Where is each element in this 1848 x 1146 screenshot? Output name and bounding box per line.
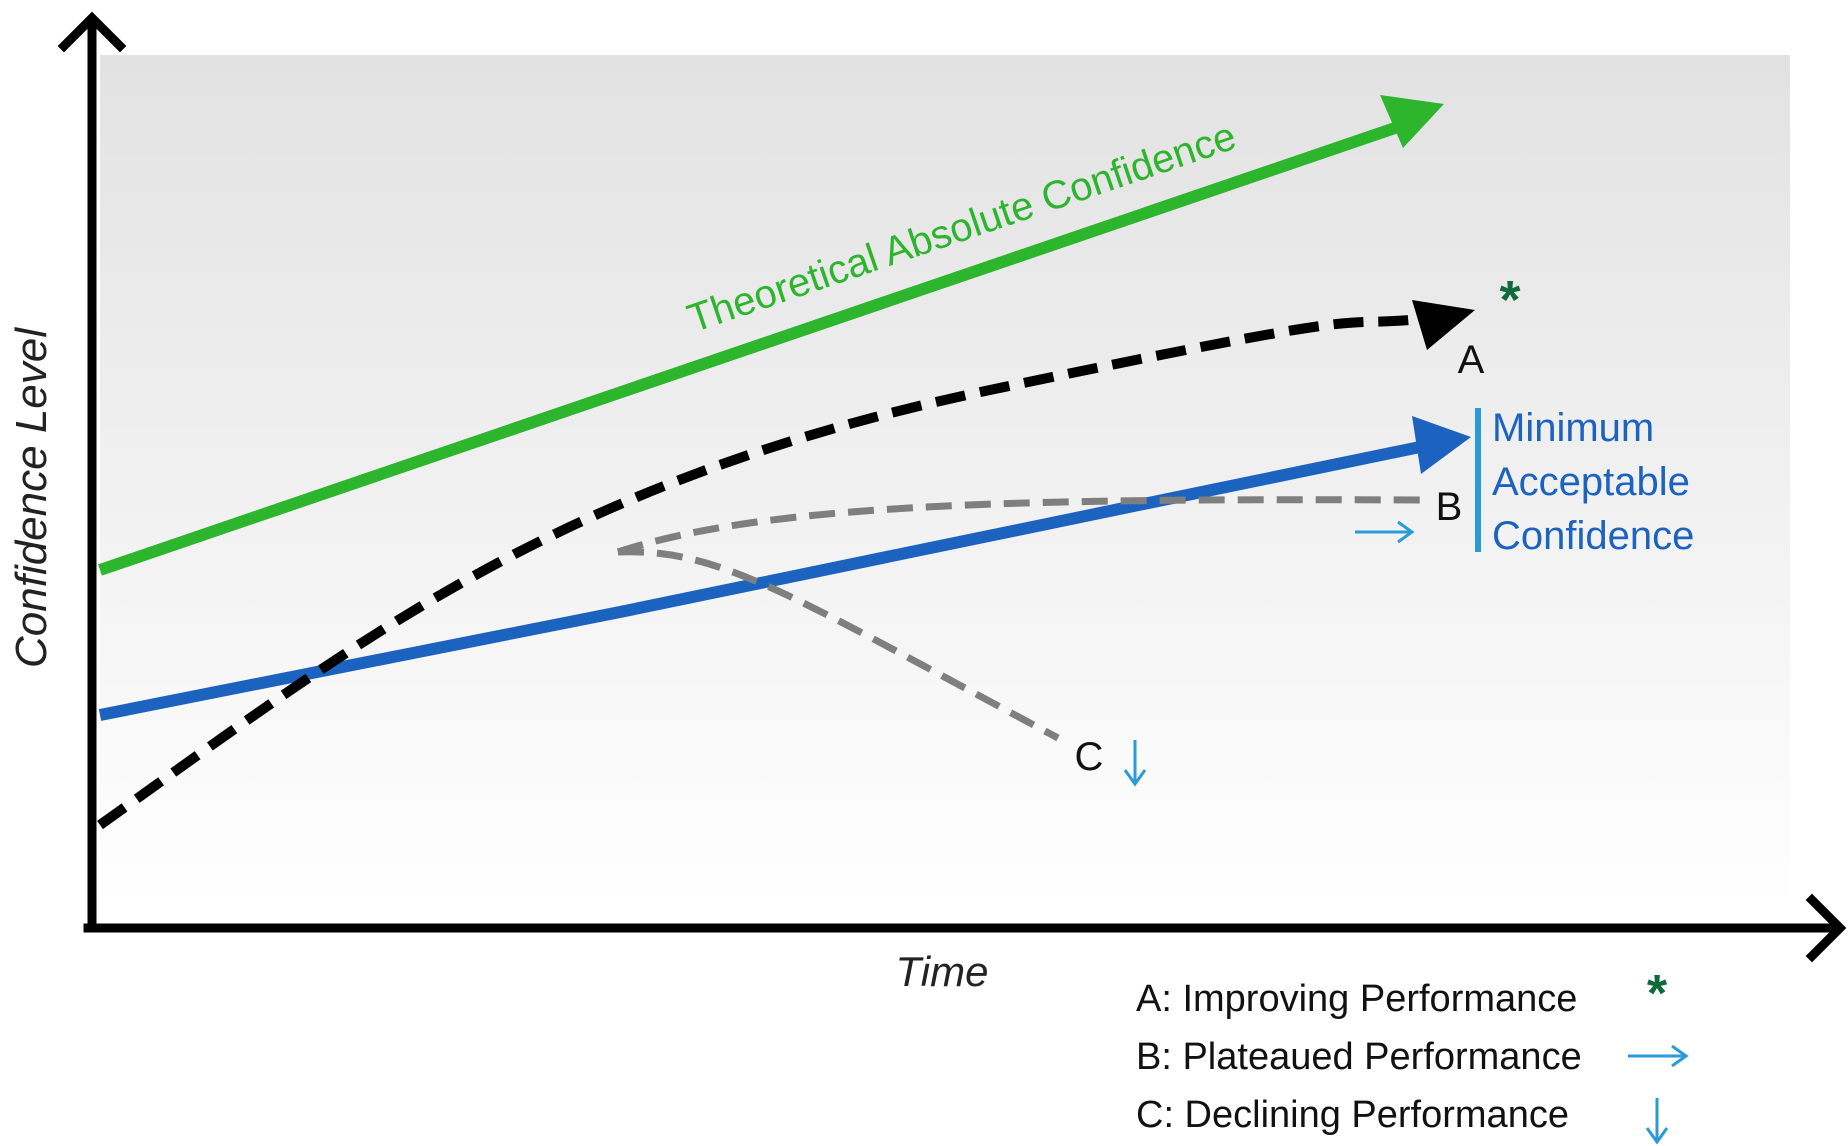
x-axis-label: Time: [896, 948, 989, 995]
path-b: B: [616, 485, 1463, 556]
path-c-curve: [617, 548, 1060, 742]
legend-asterisk-icon: *: [1647, 965, 1668, 1023]
y-axis-label: Confidence Level: [7, 327, 56, 668]
axes: [57, 11, 1847, 963]
path-a-curve: [97, 313, 1431, 830]
minimum-label-line-1: Minimum: [1492, 406, 1654, 450]
legend-item-c: C: Declining Performance: [1136, 1094, 1569, 1136]
path-c: C: [617, 548, 1147, 787]
minimum-arrowhead: [1412, 416, 1471, 474]
path-b-curve: [616, 496, 1421, 556]
path-a-label: A: [1458, 338, 1485, 382]
x-axis-arrowhead: [1805, 893, 1847, 963]
path-a-asterisk-icon: *: [1499, 270, 1520, 330]
y-axis-arrowhead: [57, 11, 127, 53]
legend-right-arrow-icon: [1628, 1044, 1689, 1068]
path-c-label: C: [1075, 735, 1104, 779]
path-a: A *: [97, 270, 1521, 830]
minimum-line-stroke: [98, 441, 1422, 721]
legend: A: Improving Performance * B: Plateaued …: [1136, 965, 1689, 1145]
legend-item-a: A: Improving Performance: [1136, 978, 1577, 1020]
minimum-line: Minimum Acceptable Confidence: [98, 406, 1701, 721]
minimum-label: Minimum Acceptable Confidence: [1492, 406, 1701, 558]
theoretical-arrowhead: [1380, 95, 1444, 148]
minimum-label-line-3: Confidence: [1492, 514, 1694, 558]
legend-down-arrow-icon: [1645, 1098, 1669, 1145]
minimum-label-line-2: Acceptable: [1492, 460, 1690, 504]
theoretical-line-stroke: [98, 122, 1397, 576]
path-c-down-arrow-icon: [1123, 740, 1147, 787]
legend-item-b: B: Plateaued Performance: [1136, 1036, 1582, 1078]
path-b-label: B: [1436, 485, 1463, 529]
plot-background: [100, 55, 1790, 910]
path-a-arrowhead: [1412, 300, 1475, 350]
path-b-right-arrow-icon: [1355, 520, 1415, 544]
